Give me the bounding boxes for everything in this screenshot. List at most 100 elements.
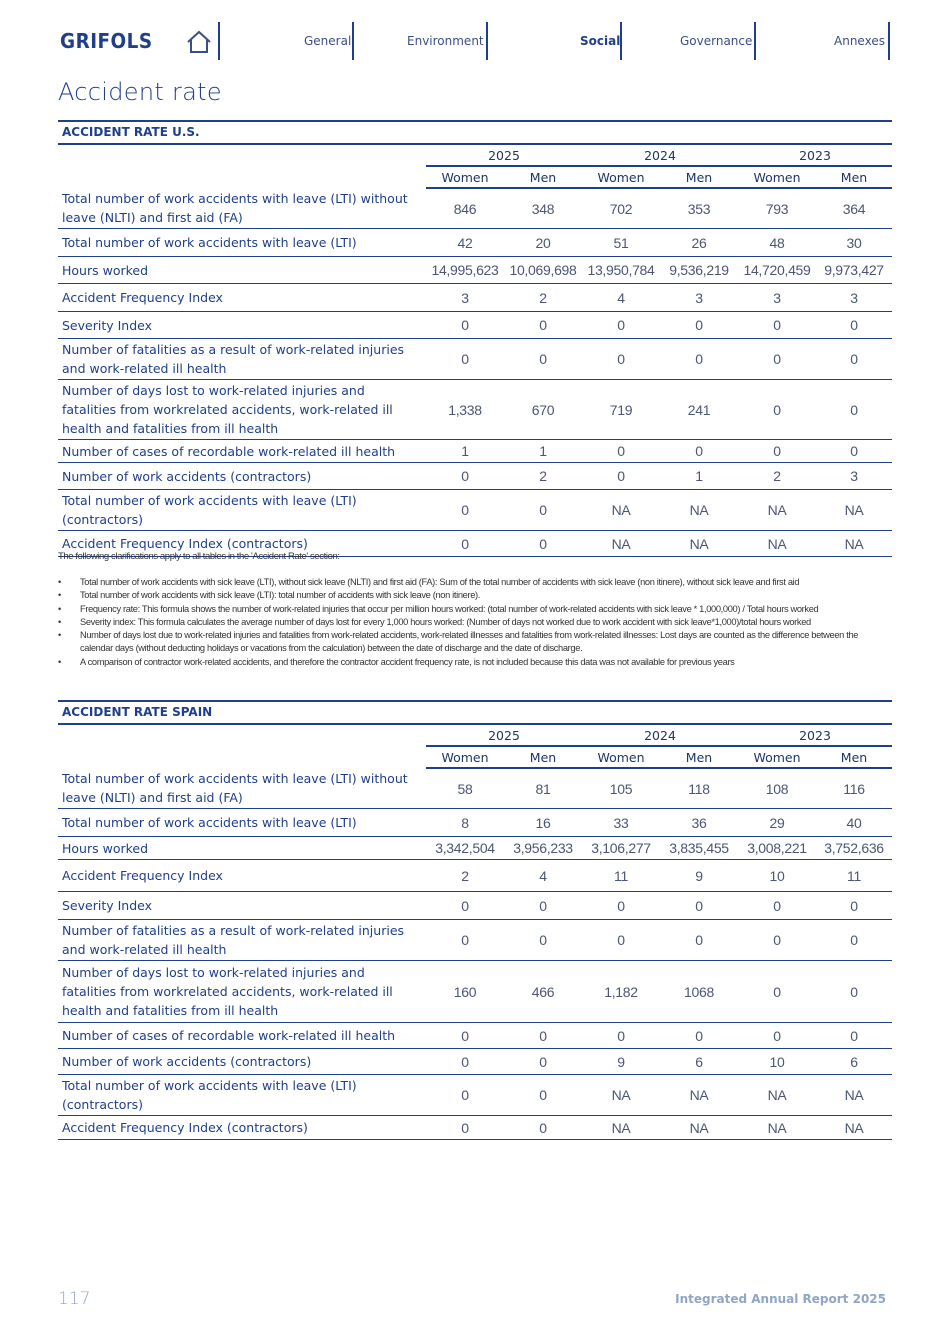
cell-value: 9,973,427 xyxy=(816,256,892,284)
gender-header: Men xyxy=(660,166,738,189)
cell-value: 116 xyxy=(816,768,892,809)
cell-value: 3 xyxy=(816,283,892,312)
cell-value: 0 xyxy=(504,338,582,380)
cell-value: NA xyxy=(660,489,738,531)
row-label: Total number of work accidents with leav… xyxy=(58,808,426,837)
cell-value: 0 xyxy=(816,891,892,920)
cell-value: NA xyxy=(738,1115,816,1140)
cell-value: 3,752,636 xyxy=(816,836,892,860)
cell-value: 10,069,698 xyxy=(504,256,582,284)
table-row: Total number of work accidents with leav… xyxy=(58,768,892,809)
cell-value: 353 xyxy=(660,188,738,229)
table-title: ACCIDENT RATE SPAIN xyxy=(58,700,892,725)
cell-value: 0 xyxy=(426,1022,504,1049)
cell-value: 0 xyxy=(504,1022,582,1049)
table-row: Total number of work accidents with leav… xyxy=(58,808,892,837)
cell-value: 30 xyxy=(816,228,892,257)
nav-governance[interactable]: Governance xyxy=(680,34,753,48)
cell-value: 0 xyxy=(504,891,582,920)
cell-value: 0 xyxy=(738,311,816,339)
cell-value: NA xyxy=(582,530,660,557)
cell-value: 1,182 xyxy=(582,960,660,1023)
cell-value: 0 xyxy=(816,1022,892,1049)
table-row: Hours worked 14,995,623 10,069,698 13,950,7… xyxy=(58,256,892,284)
nav-social[interactable]: Social xyxy=(580,34,621,48)
year-header: 2024 xyxy=(582,725,738,747)
nav-divider xyxy=(620,22,622,60)
gender-header-row: Women Men Women Men Women Men xyxy=(58,746,892,769)
cell-value: 0 xyxy=(816,311,892,339)
cell-value: 81 xyxy=(504,768,582,809)
cell-value: NA xyxy=(582,1115,660,1140)
cell-value: NA xyxy=(816,530,892,557)
table-row: Accident Frequency Index (contractors) 0 0… xyxy=(58,1115,892,1140)
cell-value: 108 xyxy=(738,768,816,809)
page-number: 117 xyxy=(58,1289,91,1309)
cell-value: 702 xyxy=(582,188,660,229)
accident-rate-us-table: ACCIDENT RATE U.S. 2025 2024 2023 Women Men W… xyxy=(58,120,892,557)
page-title: Accident rate xyxy=(58,78,222,106)
cell-value: NA xyxy=(582,489,660,531)
cell-value: 0 xyxy=(660,439,738,463)
table-title: ACCIDENT RATE U.S. xyxy=(58,120,892,145)
row-label: Number of days lost to work-related inju… xyxy=(58,960,426,1023)
row-label: Severity Index xyxy=(58,891,426,920)
cell-value: 719 xyxy=(582,379,660,440)
cell-value: 3 xyxy=(660,283,738,312)
cell-value: 0 xyxy=(504,1074,582,1116)
cell-value: 0 xyxy=(504,1048,582,1075)
cell-value: 0 xyxy=(504,1115,582,1140)
cell-value: 105 xyxy=(582,768,660,809)
row-label: Number of fatalities as a result of work… xyxy=(58,338,426,380)
nav-environment[interactable]: Environment xyxy=(407,34,484,48)
table-row: Number of work accidents (contractors) 0 2… xyxy=(58,462,892,490)
nav-divider xyxy=(888,22,890,60)
cell-value: 0 xyxy=(582,338,660,380)
nav-divider xyxy=(754,22,756,60)
cell-value: 9 xyxy=(582,1048,660,1075)
table-row: Accident Frequency Index 2 4 11 9 10 11 xyxy=(58,859,892,892)
nav-divider xyxy=(218,22,220,60)
cell-value: NA xyxy=(660,1115,738,1140)
cell-value: 0 xyxy=(582,462,660,490)
nav-annexes[interactable]: Annexes xyxy=(834,34,885,48)
table-row: Severity Index 0 0 0 0 0 0 xyxy=(58,891,892,920)
cell-value: 1 xyxy=(660,462,738,490)
cell-value: 11 xyxy=(582,859,660,892)
table-row: Severity Index 0 0 0 0 0 0 xyxy=(58,311,892,339)
cell-value: 2 xyxy=(738,462,816,490)
cell-value: 3 xyxy=(738,283,816,312)
grifols-logo: GRIFOLS xyxy=(60,29,153,53)
table-row: Number of days lost to work-related inju… xyxy=(58,960,892,1023)
cell-value: 0 xyxy=(504,489,582,531)
cell-value: 0 xyxy=(426,891,504,920)
cell-value: 3,106,277 xyxy=(582,836,660,860)
cell-value: 0 xyxy=(816,379,892,440)
row-label: Number of days lost to work-related inju… xyxy=(58,379,426,440)
table-row: Number of cases of recordable work-relat… xyxy=(58,1022,892,1049)
row-label: Total number of work accidents with leav… xyxy=(58,1074,426,1116)
gender-header: Women xyxy=(426,166,504,189)
table-row: Number of work accidents (contractors) 0 0… xyxy=(58,1048,892,1075)
cell-value: 3,956,233 xyxy=(504,836,582,860)
table-row: Total number of work accidents with leav… xyxy=(58,228,892,257)
cell-value: 10 xyxy=(738,1048,816,1075)
row-label: Hours worked xyxy=(58,836,426,860)
cell-value: 26 xyxy=(660,228,738,257)
cell-value: 11 xyxy=(816,859,892,892)
cell-value: 0 xyxy=(738,919,816,961)
cell-value: 42 xyxy=(426,228,504,257)
cell-value: 8 xyxy=(426,808,504,837)
note-item: Total number of work accidents with sick… xyxy=(58,576,892,590)
nav-general[interactable]: General xyxy=(304,34,352,48)
header-spacer xyxy=(58,746,426,768)
row-label: Hours worked xyxy=(58,256,426,284)
cell-value: 1 xyxy=(426,439,504,463)
cell-value: 0 xyxy=(816,439,892,463)
cell-value: 2 xyxy=(426,859,504,892)
home-icon[interactable] xyxy=(185,28,213,56)
accident-rate-spain-table: ACCIDENT RATE SPAIN 2025 2024 2023 Women Men… xyxy=(58,700,892,1140)
table-row: Number of cases of recordable work-relat… xyxy=(58,439,892,463)
gender-header: Women xyxy=(582,166,660,189)
cell-value: NA xyxy=(660,530,738,557)
